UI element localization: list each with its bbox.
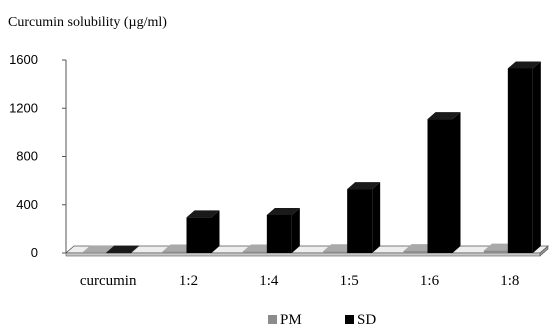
- legend-swatch: [268, 315, 277, 324]
- bar-front: [186, 217, 212, 253]
- legend-item-sd: SD: [345, 312, 376, 328]
- x-tick-label: 1:8: [500, 273, 519, 289]
- x-tick-label: 1:2: [179, 273, 198, 289]
- y-tick-label: 0: [31, 245, 38, 260]
- bar-front: [427, 119, 453, 253]
- sd-bar: [507, 61, 541, 253]
- legend-swatch: [345, 315, 354, 324]
- bar-top: [266, 208, 300, 216]
- legend-label: PM: [280, 312, 302, 328]
- floor-front: [65, 252, 541, 257]
- sd-bar: [427, 112, 461, 253]
- floor-side: [539, 245, 549, 257]
- bar-side: [291, 208, 300, 253]
- x-axis-labels: curcumin 1:2 1:4 1:5 1:6 1:8: [80, 273, 520, 289]
- bar-front: [266, 215, 292, 253]
- bar-side: [452, 112, 461, 253]
- legend: PM SD: [268, 312, 376, 328]
- bar-front: [403, 251, 429, 253]
- y-axis-title: Curcumin solubility (µg/ml): [8, 15, 167, 30]
- bar-top: [82, 245, 116, 253]
- y-tick-label: 1600: [9, 52, 38, 67]
- legend-label: SD: [357, 312, 376, 328]
- bar-top: [507, 61, 541, 69]
- y-tick-label: 800: [16, 149, 38, 164]
- sd-bar: [106, 245, 140, 254]
- bar-side: [532, 61, 541, 253]
- x-tick-label: curcumin: [80, 273, 137, 289]
- x-tick-label: 1:6: [420, 273, 440, 289]
- y-tick-label: 400: [16, 197, 38, 212]
- bar-front: [106, 252, 132, 254]
- bar-top: [427, 112, 461, 120]
- sd-bar: [266, 208, 300, 253]
- bar-front: [162, 251, 188, 253]
- sd-bar: [347, 182, 381, 253]
- bar-top: [106, 245, 140, 253]
- bar-side: [131, 245, 140, 253]
- bar-side: [372, 182, 381, 253]
- bar-top: [347, 182, 381, 190]
- bars: [82, 61, 541, 254]
- bar-front: [347, 189, 373, 253]
- bar-front: [242, 251, 268, 253]
- bar-front: [483, 250, 509, 253]
- chart-floor: [64, 245, 550, 257]
- y-axis: 0 400 800 1200 1600: [9, 52, 67, 260]
- x-tick-label: 1:5: [340, 273, 359, 289]
- legend-item-pm: PM: [268, 312, 302, 328]
- bar-front: [507, 68, 533, 253]
- floor-top: [64, 245, 550, 254]
- bar-front: [82, 252, 108, 254]
- sd-bar: [186, 210, 220, 253]
- bar-side: [211, 210, 220, 253]
- bar-top: [186, 210, 220, 218]
- y-tick-label: 1200: [9, 100, 38, 115]
- x-tick-label: 1:4: [259, 273, 279, 289]
- bar-front: [323, 251, 349, 253]
